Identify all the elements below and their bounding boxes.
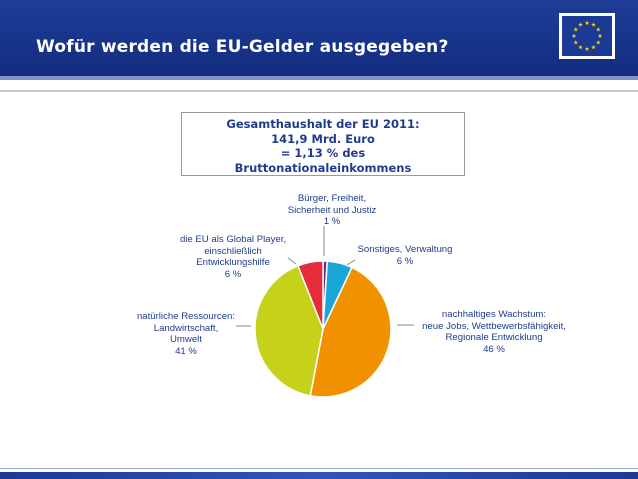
slide-header: Wofür werden die EU-Gelder ausgegeben?: [0, 0, 638, 76]
info-line-3: = 1,13 % des: [280, 146, 366, 160]
label-sonstiges: Sonstiges, Verwaltung 6 %: [347, 244, 463, 267]
leader-sonstiges: [346, 259, 356, 266]
leader-global-player: [287, 257, 297, 265]
flag-star: [578, 44, 583, 50]
label-wachstum-line-1: nachhaltiges Wachstum:: [441, 309, 547, 320]
label-ressourcen-line-3: Umwelt: [170, 334, 202, 345]
flag-star: [595, 27, 601, 32]
slice-ressourcen: [254, 264, 324, 397]
label-sonstiges-line-1: Sonstiges, Verwaltung: [357, 244, 453, 255]
flag-star: [597, 33, 603, 38]
label-buerger-line-1: Bürger, Freiheit,: [297, 193, 367, 204]
header-underline: [0, 76, 638, 80]
flag-star: [573, 27, 579, 32]
label-ressourcen-line-1: natürliche Ressourcen:: [136, 311, 236, 322]
info-line-2: 141,9 Mrd. Euro: [271, 131, 375, 146]
label-wachstum-value: 46 %: [483, 343, 505, 355]
budget-info-box: Gesamthaushalt der EU 2011: 141,9 Mrd. E…: [181, 112, 465, 176]
slice-global-player: [296, 260, 324, 330]
info-line-4: Bruttonationaleinkommens: [234, 160, 412, 175]
flag-star: [591, 22, 596, 27]
divider-line: [0, 90, 638, 92]
label-sonstiges-value: 6 %: [396, 255, 414, 267]
label-buerger-value: 1 %: [323, 216, 341, 227]
label-buerger: Bürger, Freiheit, Sicherheit und Justiz …: [276, 193, 388, 228]
flag-star: [571, 33, 577, 38]
eu-flag-icon: [559, 13, 615, 59]
label-wachstum: nachhaltiges Wachstum: neue Jobs, Wettbe…: [414, 309, 574, 355]
label-buerger-line-2: Sicherheit und Justiz: [287, 204, 377, 216]
flag-star: [584, 20, 590, 25]
label-ressourcen: natürliche Ressourcen: Landwirtschaft, U…: [120, 311, 252, 357]
flag-star: [591, 44, 596, 50]
label-ressourcen-line-2: Landwirtschaft,: [153, 322, 219, 334]
label-wachstum-line-3: Regionale Entwicklung: [445, 332, 543, 343]
label-global-value: 6 %: [224, 268, 242, 280]
flag-star: [584, 46, 590, 51]
label-wachstum-line-2: neue Jobs, Wettbewerbsfähigkeit,: [422, 320, 566, 332]
flag-star: [595, 40, 601, 45]
flag-star: [573, 40, 579, 45]
flag-star: [578, 22, 583, 27]
slide-title: Wofür werden die EU-Gelder ausgegeben?: [36, 37, 449, 57]
footer-line: [0, 468, 638, 469]
label-global-line-3: Entwicklungshilfe: [196, 257, 270, 268]
label-global-line-1: die EU als Global Player,: [179, 234, 287, 245]
label-global-line-2: einschließlich: [204, 245, 262, 257]
label-ressourcen-value: 41 %: [175, 345, 197, 357]
label-global-player: die EU als Global Player, einschließlich…: [172, 234, 294, 280]
info-line-1: Gesamthaushalt der EU 2011:: [226, 117, 420, 131]
slice-wachstum: [309, 266, 392, 398]
footer-bar: [0, 472, 638, 479]
